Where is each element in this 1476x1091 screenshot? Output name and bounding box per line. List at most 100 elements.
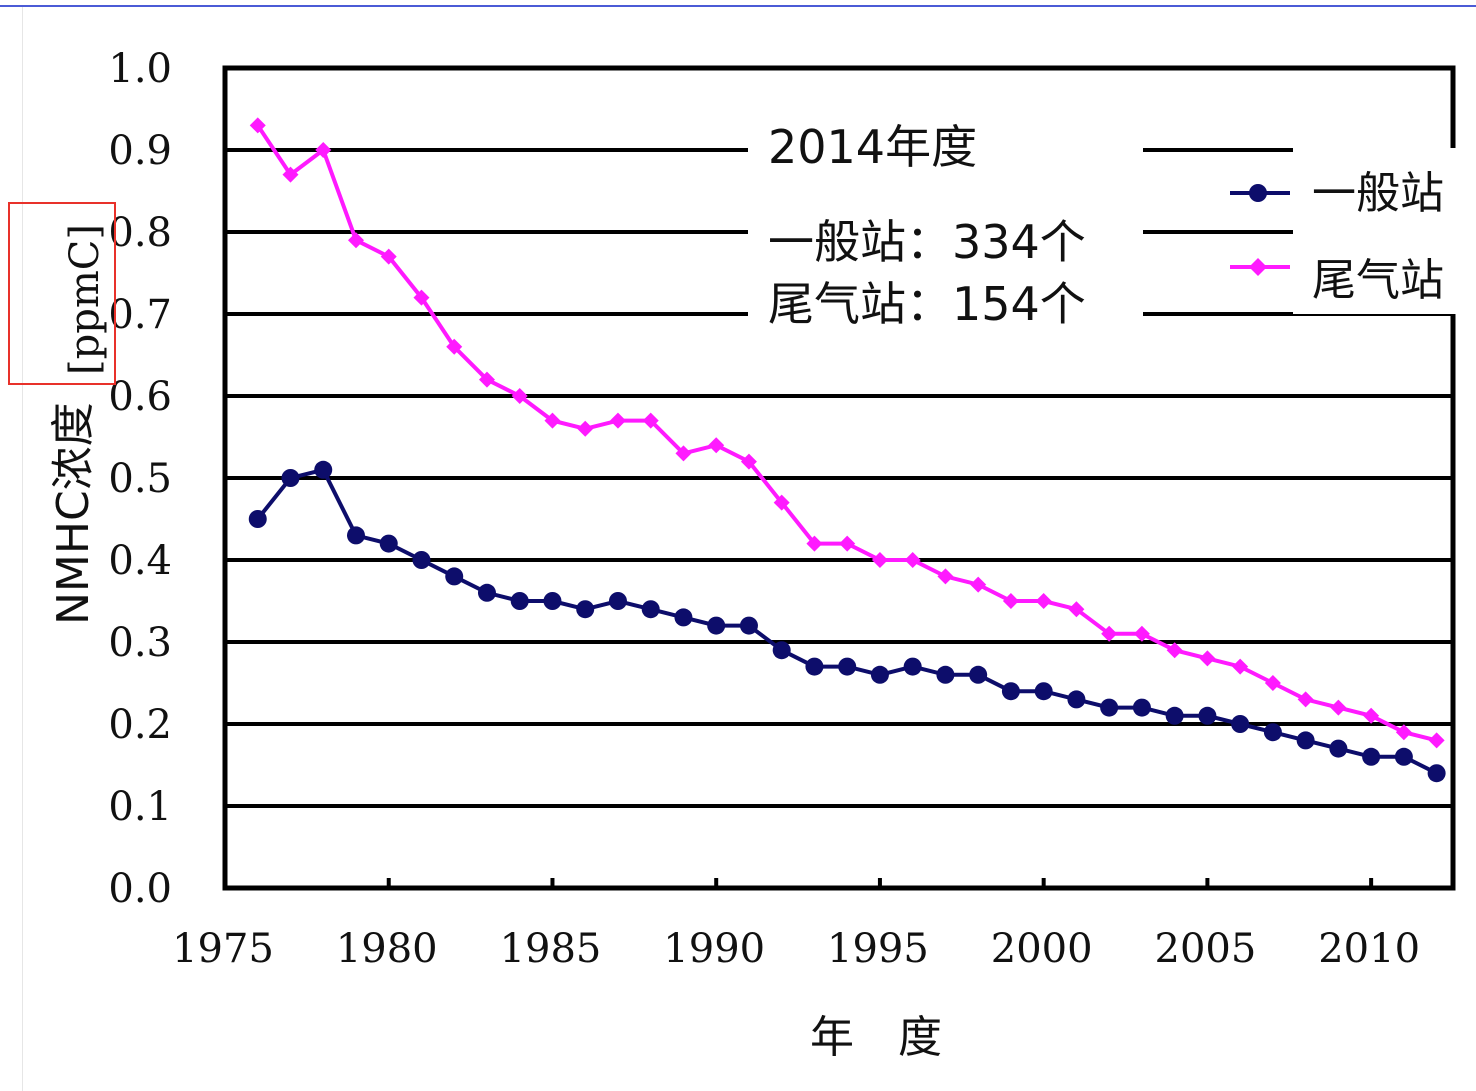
data-point-roadside: [1232, 658, 1249, 675]
data-point-roadside: [675, 445, 692, 462]
y-axis-unit: [ppmC]: [62, 224, 108, 375]
x-tick-label: 2010: [1318, 926, 1420, 972]
data-point-roadside: [871, 552, 888, 568]
x-tick-label: 2005: [1155, 926, 1257, 972]
plot-frame: [222, 65, 1456, 891]
data-point-general: [576, 600, 595, 619]
series-line-general: [256, 467, 1438, 775]
data-point-general: [1034, 682, 1053, 701]
data-point-roadside: [839, 535, 856, 552]
y-tick-label: 0.5: [108, 456, 172, 502]
data-point-general: [772, 641, 791, 660]
data-point-roadside: [282, 166, 299, 183]
legend-roadside-label: 尾气站: [1312, 255, 1444, 306]
data-point-general: [739, 616, 758, 635]
data-point-roadside: [544, 412, 561, 429]
data-point-general: [1100, 698, 1119, 717]
data-point-general: [1427, 764, 1446, 783]
data-point-general: [477, 583, 496, 602]
data-point-roadside: [478, 371, 495, 388]
data-point-general: [608, 592, 627, 610]
data-point-general: [412, 551, 431, 569]
data-point-roadside: [511, 388, 528, 404]
data-point-roadside: [1133, 625, 1150, 642]
data-point-roadside: [315, 142, 332, 158]
data-point-general: [1001, 682, 1020, 701]
y-axis-title-text: NMHC浓度: [48, 402, 99, 625]
data-point-general: [1362, 747, 1381, 766]
data-point-roadside: [1199, 650, 1216, 667]
data-point-general: [1165, 706, 1184, 725]
data-point-roadside: [446, 338, 463, 355]
data-point-roadside: [904, 552, 921, 568]
legend-background: [1293, 148, 1458, 314]
data-point-roadside: [609, 412, 626, 429]
data-point-general: [1231, 715, 1250, 733]
data-point-roadside: [347, 232, 364, 249]
x-axis-title: 年 度: [810, 1012, 942, 1063]
data-point-roadside: [1166, 642, 1183, 659]
y-tick-label: 0.7: [108, 292, 172, 338]
x-tick-label: 1985: [500, 926, 602, 972]
y-tick-label: 0.1: [108, 784, 172, 830]
y-tick-labels: 0.0 0.1 0.2 0.3 0.4 0.5 0.6 0.7 0.8 0.9 1.0: [108, 46, 172, 912]
y-axis-title: NMHC浓度: [48, 402, 99, 625]
x-tick-label: 1980: [336, 926, 438, 972]
annotation-year: 2014年度: [768, 120, 977, 174]
data-point-general: [838, 657, 857, 676]
data-point-general: [248, 510, 267, 528]
data-point-general: [674, 608, 693, 627]
data-point-roadside: [1330, 699, 1347, 716]
data-point-roadside: [249, 117, 266, 134]
data-point-roadside: [1035, 593, 1052, 609]
data-point-general: [314, 460, 333, 479]
data-point-roadside: [1395, 724, 1412, 741]
legend: 一般站 尾气站: [1230, 148, 1458, 314]
data-point-general: [870, 665, 889, 684]
annotation-general-count: 一般站：334个: [768, 215, 1086, 269]
y-tick-label: 0.2: [108, 702, 172, 748]
data-point-general: [1132, 698, 1151, 717]
data-point-roadside: [1101, 625, 1118, 642]
data-point-roadside: [806, 535, 823, 552]
top-border-line: [0, 5, 1476, 7]
data-point-general: [1263, 723, 1282, 742]
data-point-general: [936, 665, 955, 684]
legend-roadside-marker: [1249, 258, 1267, 276]
data-point-general: [969, 665, 988, 684]
y-tick-label: 0.3: [108, 620, 172, 666]
data-point-roadside: [970, 576, 987, 593]
y-tick-label: 0.6: [108, 374, 172, 420]
data-point-general: [445, 567, 464, 586]
data-point-roadside: [708, 437, 725, 454]
data-point-roadside: [577, 420, 594, 437]
data-point-roadside: [1428, 732, 1445, 749]
x-tick-label: 1990: [663, 926, 765, 972]
data-point-general: [379, 534, 398, 553]
left-border-line: [22, 7, 23, 1091]
y-tick-label: 0.8: [108, 210, 172, 256]
legend-general-label: 一般站: [1312, 168, 1444, 219]
data-point-general: [543, 592, 562, 610]
data-point-general: [346, 526, 365, 545]
x-tick-label: 1995: [827, 926, 929, 972]
data-point-general: [805, 657, 824, 676]
annotation-background: [748, 112, 1143, 334]
legend-general-marker: [1249, 184, 1267, 202]
data-point-general: [1329, 739, 1348, 758]
data-point-general: [707, 616, 726, 635]
data-point-general: [1067, 690, 1086, 709]
data-point-roadside: [937, 568, 954, 585]
y-tick-label: 0.4: [108, 538, 172, 584]
y-tick-label: 1.0: [108, 46, 172, 92]
data-point-general: [510, 592, 529, 610]
data-point-roadside: [740, 453, 757, 470]
x-tick-labels: 1975 1980 1985 1990 1995 2000 2005 2010: [172, 926, 1420, 972]
y-tick-label: 0.9: [108, 128, 172, 174]
data-point-roadside: [413, 289, 430, 306]
gridlines: [225, 148, 1453, 808]
data-point-roadside: [380, 248, 397, 265]
x-tick-label: 1975: [172, 926, 274, 972]
data-point-general: [903, 657, 922, 676]
